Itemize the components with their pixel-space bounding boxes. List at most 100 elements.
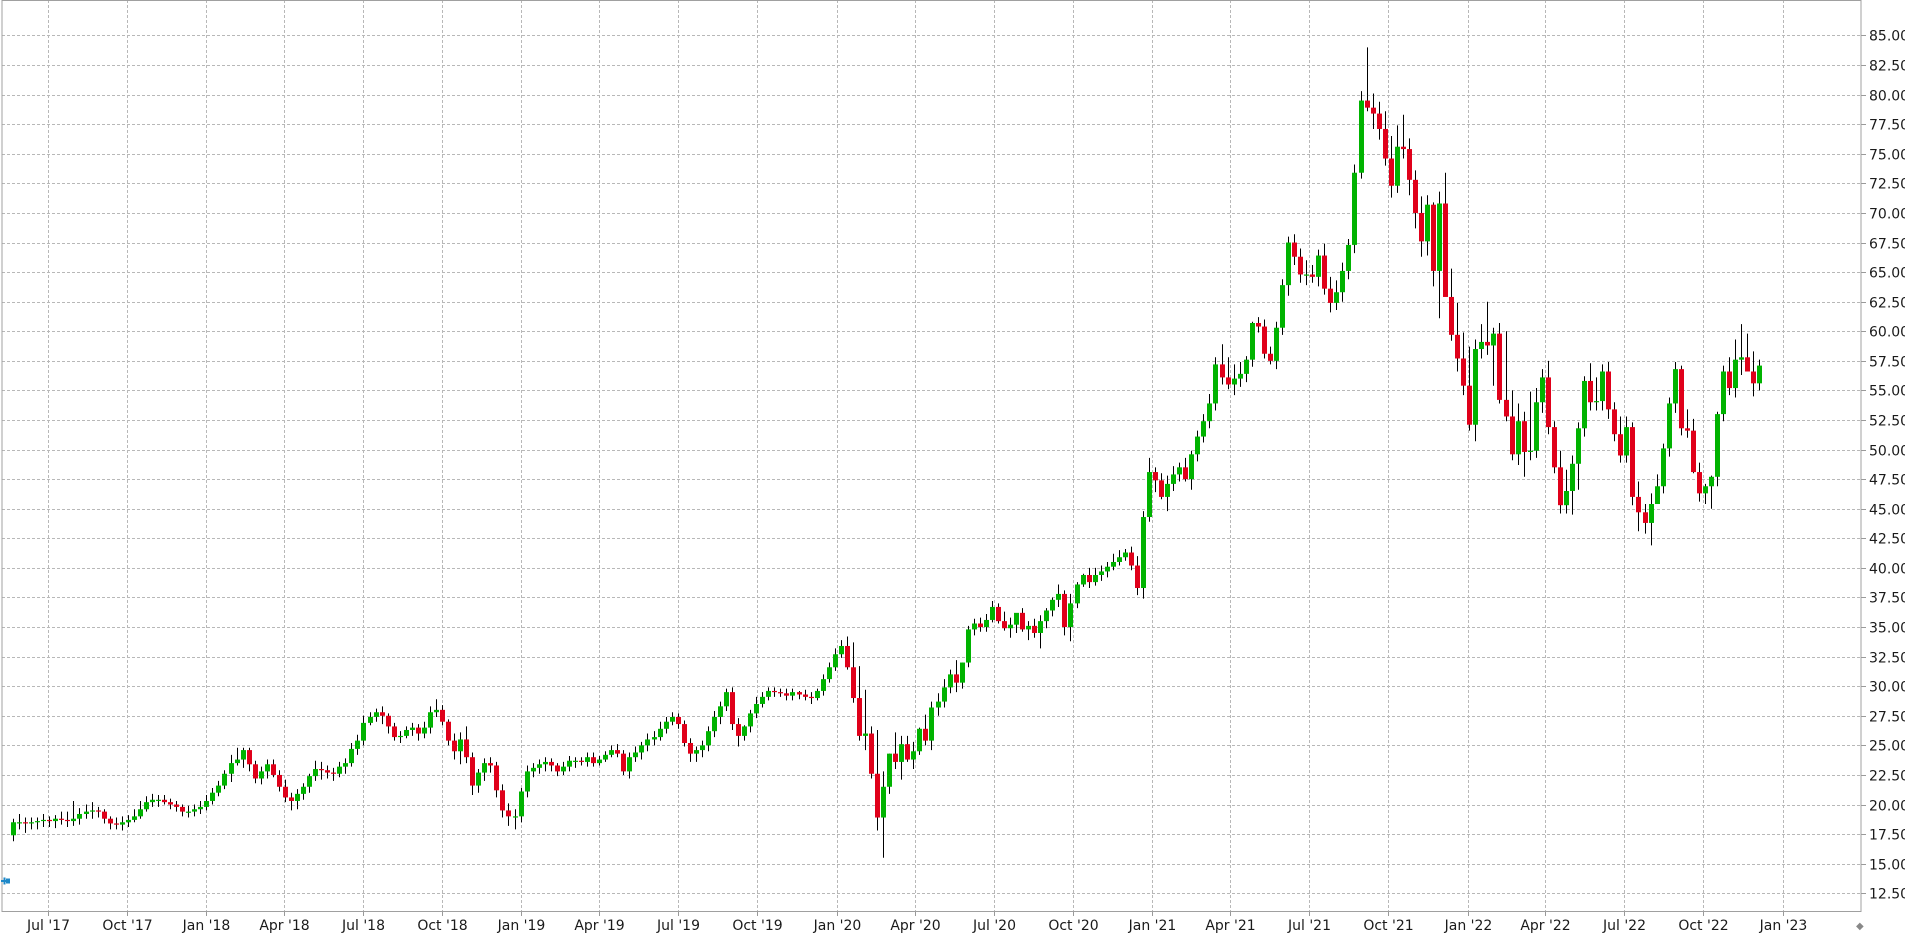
candle[interactable] (990, 601, 995, 623)
candle[interactable] (1606, 362, 1611, 419)
candle[interactable] (1183, 457, 1188, 482)
candle[interactable] (597, 756, 602, 766)
candle[interactable] (1177, 462, 1182, 482)
candle[interactable] (724, 688, 729, 712)
candle[interactable] (1002, 611, 1007, 631)
candle[interactable] (887, 753, 892, 794)
candle[interactable] (1056, 584, 1061, 607)
candle[interactable] (567, 756, 572, 772)
candle[interactable] (1425, 195, 1430, 256)
candle[interactable] (748, 709, 753, 733)
candle[interactable] (90, 802, 95, 819)
candle[interactable] (410, 722, 415, 736)
candle[interactable] (210, 787, 215, 805)
candle[interactable] (833, 648, 838, 671)
candle[interactable] (905, 735, 910, 762)
candle[interactable] (869, 726, 874, 779)
candle[interactable] (1443, 172, 1448, 297)
candle[interactable] (1093, 567, 1098, 586)
candle[interactable] (343, 758, 348, 774)
candle[interactable] (1401, 114, 1406, 159)
candle[interactable] (1359, 91, 1364, 179)
candle[interactable] (1044, 608, 1049, 629)
candle[interactable] (585, 752, 590, 767)
candle[interactable] (1491, 327, 1496, 386)
candle[interactable] (525, 765, 530, 798)
candle[interactable] (676, 713, 681, 729)
candle[interactable] (84, 804, 89, 819)
candle[interactable] (845, 636, 850, 670)
candle[interactable] (627, 752, 632, 779)
candle[interactable] (978, 617, 983, 632)
candle[interactable] (682, 720, 687, 747)
candle[interactable] (422, 721, 427, 739)
candle[interactable] (1516, 403, 1521, 465)
candle[interactable] (1570, 455, 1575, 515)
candle[interactable] (1473, 339, 1478, 442)
candles[interactable] (11, 0, 1857, 858)
candle[interactable] (1099, 565, 1104, 581)
candle[interactable] (1147, 457, 1152, 522)
candle[interactable] (1419, 196, 1424, 257)
candle[interactable] (1201, 414, 1206, 443)
candle[interactable] (1624, 416, 1629, 463)
candle[interactable] (911, 741, 916, 770)
candle[interactable] (150, 793, 155, 807)
candle[interactable] (1691, 418, 1696, 474)
candle[interactable] (1346, 238, 1351, 280)
candle[interactable] (1232, 364, 1237, 396)
candle[interactable] (549, 758, 554, 772)
candle[interactable] (265, 759, 270, 779)
candle[interactable] (1649, 493, 1654, 546)
candle[interactable] (1667, 397, 1672, 457)
candle[interactable] (1340, 262, 1345, 302)
candle[interactable] (35, 817, 40, 830)
candle[interactable] (670, 712, 675, 726)
candle[interactable] (730, 687, 735, 730)
candle[interactable] (1371, 93, 1376, 129)
candle[interactable] (156, 795, 161, 807)
candle[interactable] (972, 618, 977, 636)
candle[interactable] (984, 614, 989, 632)
candle[interactable] (954, 660, 959, 693)
candle[interactable] (1026, 621, 1031, 641)
candle[interactable] (736, 718, 741, 747)
candle[interactable] (307, 773, 312, 793)
candle[interactable] (700, 740, 705, 758)
candle[interactable] (827, 662, 832, 683)
candle[interactable] (1292, 234, 1297, 266)
scroll-anchor-icon[interactable] (1, 877, 10, 885)
candle[interactable] (652, 731, 657, 746)
candle[interactable] (1274, 321, 1279, 370)
candle[interactable] (1165, 475, 1170, 512)
candle[interactable] (960, 662, 965, 689)
candle[interactable] (482, 758, 487, 781)
candle[interactable] (1111, 553, 1116, 571)
candle[interactable] (633, 746, 638, 762)
candle[interactable] (784, 688, 789, 701)
candle[interactable] (41, 813, 46, 827)
candle[interactable] (1008, 617, 1013, 638)
candle[interactable] (368, 712, 373, 726)
candle[interactable] (17, 813, 22, 830)
candle[interactable] (1552, 421, 1557, 474)
candle[interactable] (766, 687, 771, 701)
candle[interactable] (132, 809, 137, 823)
candle[interactable] (555, 763, 560, 777)
candle[interactable] (996, 603, 1001, 624)
candle[interactable] (23, 817, 28, 833)
candle[interactable] (355, 734, 360, 755)
candle[interactable] (639, 741, 644, 760)
candle[interactable] (754, 696, 759, 719)
candle[interactable] (1050, 597, 1055, 617)
candle[interactable] (1310, 265, 1315, 283)
candle[interactable] (241, 747, 246, 768)
candle[interactable] (494, 761, 499, 798)
candle[interactable] (803, 689, 808, 701)
candle[interactable] (1062, 590, 1067, 636)
candle[interactable] (1437, 191, 1442, 319)
candle[interactable] (1407, 138, 1412, 196)
candle[interactable] (1467, 346, 1472, 431)
candle[interactable] (899, 735, 904, 780)
